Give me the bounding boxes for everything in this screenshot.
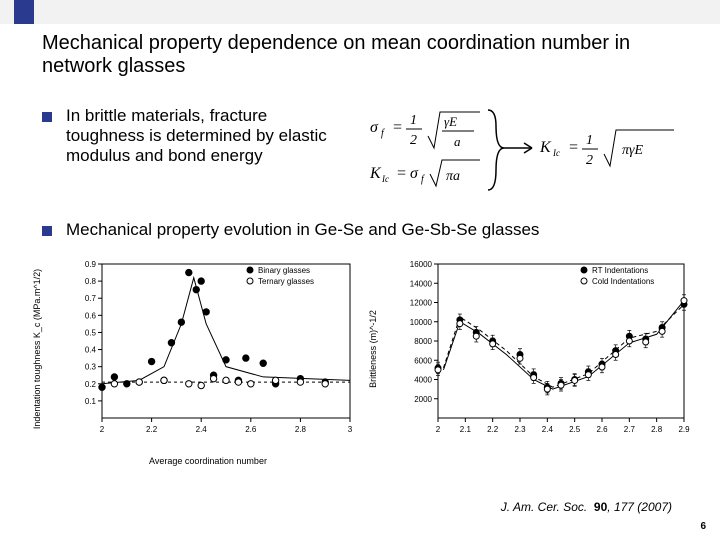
chart-ylabel: Indentation toughness K_c (MPa.m^1/2): [32, 256, 42, 442]
svg-text:Cold Indentations: Cold Indentations: [592, 277, 654, 286]
chart-brittleness: 2 2.1 2.2 2.3 2.4 2.5 2.6 2.7 2.8 2.9 2000 4000 6000…: [394, 256, 692, 442]
svg-text:14000: 14000: [410, 279, 433, 288]
svg-text:2.1: 2.1: [460, 425, 472, 434]
page-number: 6: [700, 521, 706, 532]
svg-text:2: 2: [410, 133, 417, 148]
bullet-text-2: Mechanical property evolution in Ge-Se a…: [66, 220, 539, 240]
svg-text:a: a: [454, 134, 461, 149]
svg-text:0.4: 0.4: [85, 346, 97, 355]
svg-text:γE: γE: [444, 114, 457, 129]
svg-text:K: K: [539, 139, 552, 156]
svg-text:2: 2: [436, 425, 441, 434]
svg-text:2: 2: [100, 425, 105, 434]
svg-text:2.2: 2.2: [487, 425, 499, 434]
svg-text:8000: 8000: [414, 337, 432, 346]
bullet-icon: [42, 112, 52, 122]
svg-text:4000: 4000: [414, 376, 432, 385]
svg-text:16000: 16000: [410, 260, 433, 269]
svg-text:=: =: [568, 139, 579, 156]
svg-text:Ic: Ic: [381, 174, 389, 184]
citation-pages: , 177 (2007): [607, 500, 672, 514]
svg-text:2.8: 2.8: [295, 425, 307, 434]
bullet-item-2: Mechanical property evolution in Ge-Se a…: [42, 220, 682, 240]
svg-text:2.9: 2.9: [678, 425, 690, 434]
svg-text:f: f: [421, 174, 425, 185]
svg-text:=: =: [392, 119, 403, 136]
svg-text:2.4: 2.4: [196, 425, 208, 434]
slide-title: Mechanical property dependence on mean c…: [42, 32, 662, 78]
citation-volume-num: 90: [594, 500, 607, 514]
svg-text:0.5: 0.5: [85, 328, 97, 337]
svg-text:2.4: 2.4: [542, 425, 554, 434]
svg-text:0.1: 0.1: [85, 397, 97, 406]
slide-top-bar: [0, 0, 720, 24]
svg-text:2.6: 2.6: [596, 425, 608, 434]
svg-text:2.5: 2.5: [569, 425, 581, 434]
svg-text:Ic: Ic: [552, 148, 560, 158]
svg-text:=: =: [396, 165, 407, 182]
svg-text:K: K: [369, 165, 382, 182]
svg-text:πγE: πγE: [622, 143, 644, 158]
svg-text:2.6: 2.6: [245, 425, 257, 434]
bullet-item-1: In brittle materials, fracture toughness…: [42, 106, 342, 166]
svg-text:Ternary glasses: Ternary glasses: [258, 277, 314, 286]
svg-text:RT Indentations: RT Indentations: [592, 266, 648, 275]
svg-text:0.2: 0.2: [85, 380, 97, 389]
citation-journal: J. Am. Cer. Soc.: [501, 500, 587, 514]
chart-xlabel: Average coordination number: [58, 456, 358, 466]
svg-text:f: f: [381, 128, 385, 139]
svg-text:2: 2: [586, 153, 593, 168]
equation-block: σ f = 1 2 γE a K Ic = σ f πa K Ic = 1 2 …: [370, 104, 700, 200]
chart-ylabel: Brittleness (m)^-1/2: [368, 256, 378, 442]
svg-text:0.7: 0.7: [85, 294, 97, 303]
svg-text:2.8: 2.8: [651, 425, 663, 434]
svg-text:1: 1: [586, 133, 593, 148]
svg-text:0.6: 0.6: [85, 311, 97, 320]
svg-text:2.7: 2.7: [624, 425, 636, 434]
svg-text:Binary glasses: Binary glasses: [258, 266, 310, 275]
svg-text:12000: 12000: [410, 299, 433, 308]
svg-text:σ: σ: [370, 119, 379, 136]
svg-text:2.2: 2.2: [146, 425, 158, 434]
svg-text:2.3: 2.3: [514, 425, 526, 434]
svg-text:10000: 10000: [410, 318, 433, 327]
svg-text:3: 3: [348, 425, 353, 434]
svg-text:6000: 6000: [414, 356, 432, 365]
svg-text:0.9: 0.9: [85, 260, 97, 269]
svg-text:1: 1: [410, 113, 417, 128]
chart-indentation-toughness: 2 2.2 2.4 2.6 2.8 3 0.1 0.2 0.3 0.4 0.5 0.6 0.7 0.8 0.…: [58, 256, 358, 442]
svg-text:0.3: 0.3: [85, 363, 97, 372]
svg-text:σ: σ: [410, 165, 419, 182]
bullet-text-1: In brittle materials, fracture toughness…: [66, 106, 342, 166]
accent-block: [14, 0, 34, 24]
bullet-icon: [42, 226, 52, 236]
svg-text:2000: 2000: [414, 395, 432, 404]
svg-text:πa: πa: [446, 169, 460, 184]
svg-text:0.8: 0.8: [85, 277, 97, 286]
citation: J. Am. Cer. Soc. 90, 177 (2007): [501, 500, 672, 514]
